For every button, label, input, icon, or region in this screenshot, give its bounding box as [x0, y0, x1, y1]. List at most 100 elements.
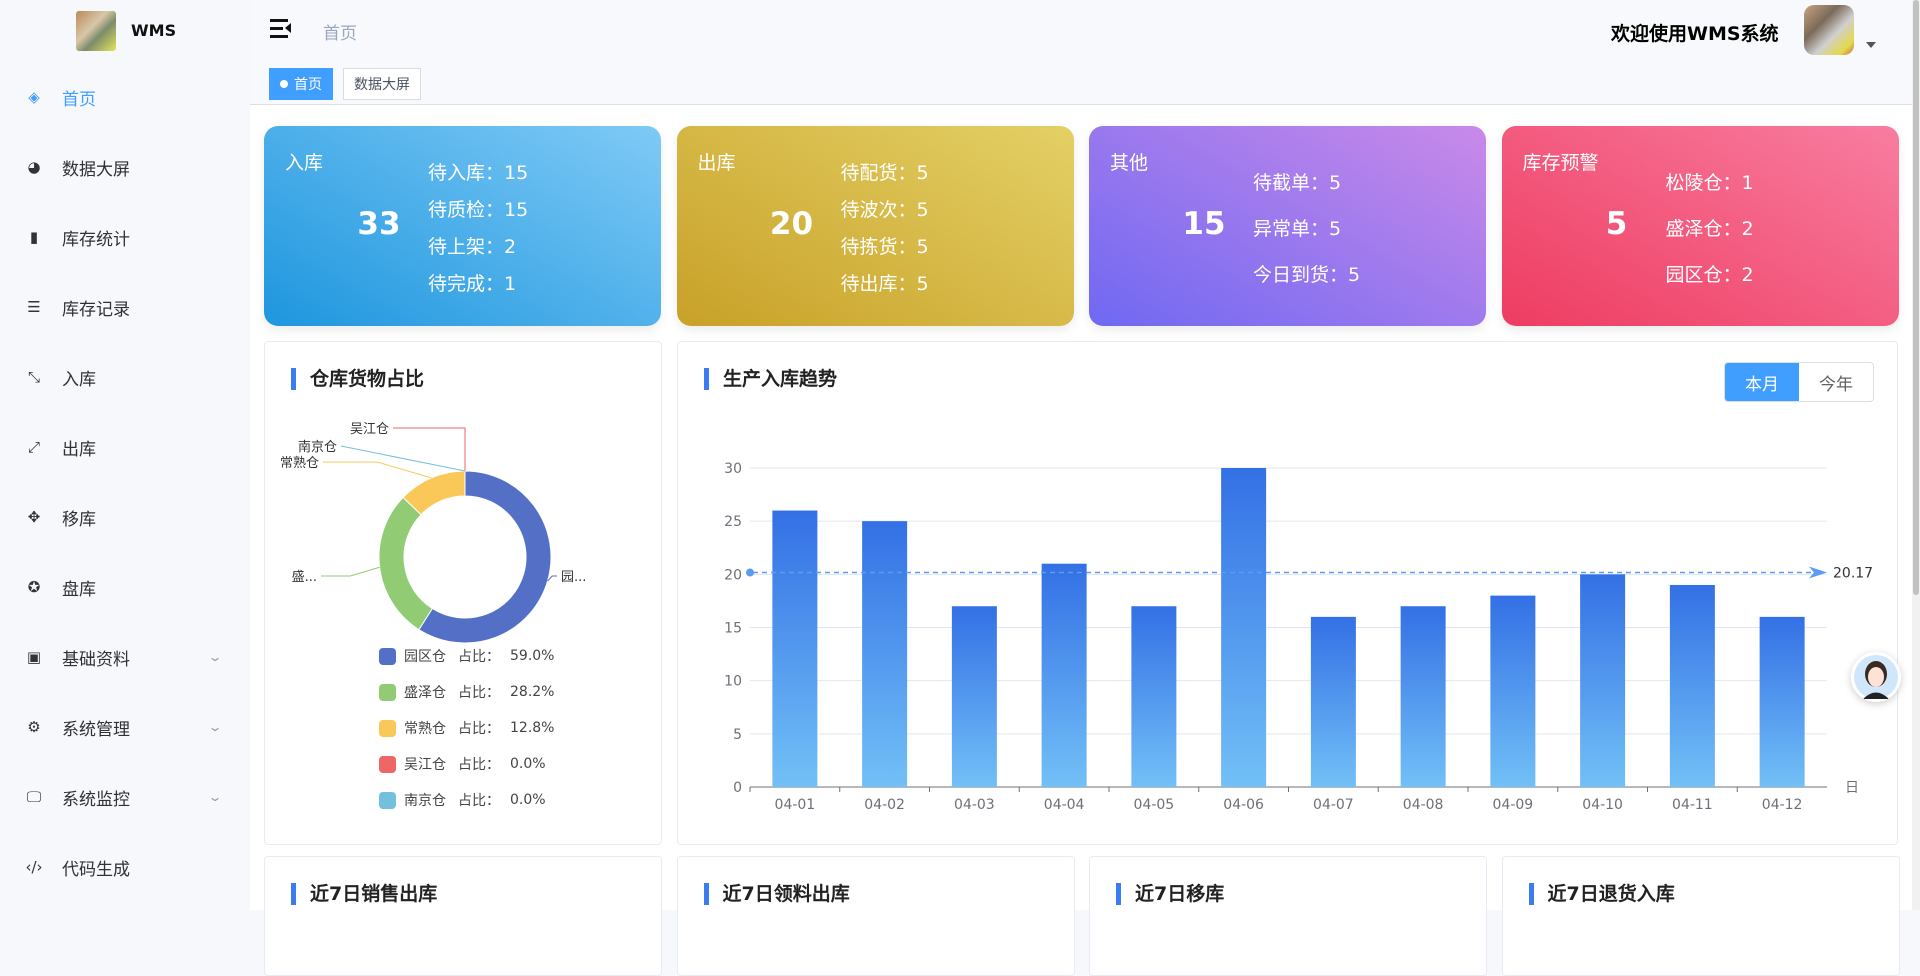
y-tick-label: 25	[724, 514, 742, 530]
x-tick-label: 04-07	[1313, 797, 1354, 813]
legend-swatch	[379, 719, 396, 737]
card-item: 待完成：1	[428, 273, 517, 295]
x-tick-label: 04-10	[1582, 797, 1623, 813]
bottom-panel-0: 近7日销售出库	[264, 856, 662, 976]
x-tick-label: 04-11	[1672, 797, 1713, 813]
move-icon: ✥	[27, 508, 41, 526]
pie-label: 吴江仓	[350, 422, 389, 437]
x-tick-label: 04-06	[1223, 797, 1264, 813]
card-item: 待上架：2	[428, 236, 517, 258]
x-tick-label: 04-01	[775, 797, 816, 813]
legend-name: 园区仓	[404, 649, 446, 665]
sidebar-item-7[interactable]: ✪ 盘库	[0, 552, 250, 622]
sidebar-item-0[interactable]: ◈ 首页	[0, 62, 250, 132]
x-tick-label: 04-08	[1403, 797, 1444, 813]
sidebar-item-2[interactable]: ▮ 库存统计	[0, 202, 250, 272]
legend-item[interactable]: 盛泽仓 占比： 28.2%	[379, 682, 554, 702]
sidebar-item-1[interactable]: ◕ 数据大屏	[0, 132, 250, 202]
this-month-button[interactable]: 本月	[1725, 363, 1799, 401]
y-tick-label: 30	[724, 461, 742, 477]
expand-icon: ⤢	[27, 438, 40, 456]
active-dot-icon	[280, 80, 288, 88]
pie-label: 盛...	[292, 570, 317, 585]
sidebar-item-6[interactable]: ✥ 移库	[0, 482, 250, 552]
tag-dashboard[interactable]: 数据大屏	[343, 68, 421, 100]
chevron-down-icon: ⌄	[207, 720, 223, 734]
card-item: 今日到货：5	[1253, 264, 1361, 286]
assistant-avatar[interactable]	[1851, 652, 1901, 702]
card-title: 入库	[285, 152, 324, 174]
y-tick-label: 0	[733, 780, 742, 796]
collapse-menu-icon[interactable]	[270, 18, 292, 38]
bottom-panel-3: 近7日退货入库	[1501, 856, 1900, 976]
card-total: 15	[1182, 206, 1226, 242]
excel-icon: ▣	[26, 648, 42, 666]
card-total: 20	[769, 206, 814, 242]
card-title: 库存预警	[1522, 152, 1599, 174]
bar[interactable]	[951, 606, 997, 787]
bar[interactable]	[1221, 468, 1267, 787]
shrink-icon: ⤡	[27, 368, 40, 386]
legend-pct: 59.0%	[510, 648, 555, 664]
bar[interactable]	[772, 510, 818, 787]
sidebar-item-label: 盘库	[62, 579, 96, 600]
legend-name: 南京仓	[404, 793, 446, 809]
aperture-icon: ✪	[27, 578, 41, 596]
sidebar-item-label: 库存统计	[62, 229, 130, 250]
legend-item[interactable]: 常熟仓 占比： 12.8%	[379, 718, 554, 738]
bar[interactable]	[1041, 563, 1087, 787]
bar[interactable]	[1490, 595, 1536, 787]
summary-card-1: 出库 20 待配货：5 待波次：5 待拣货：5 待出库：5	[676, 126, 1074, 326]
tag-label: 数据大屏	[354, 77, 410, 93]
sidebar-item-8[interactable]: ▣ 基础资料 ⌄	[0, 622, 250, 692]
this-year-button[interactable]: 今年	[1819, 374, 1853, 395]
sidebar-item-11[interactable]: ‹/› 代码生成	[0, 832, 250, 902]
assistant-face-icon	[1854, 655, 1898, 699]
y-tick-label: 10	[724, 674, 742, 690]
period-toggle: 本月 今年	[1724, 362, 1874, 402]
chevron-down-icon: ⌄	[207, 650, 223, 664]
legend-name: 盛泽仓	[404, 685, 446, 701]
page-scrollbar[interactable]	[1912, 0, 1920, 910]
legend-item[interactable]: 吴江仓 占比： 0.0%	[379, 754, 546, 774]
panel-title: 仓库货物占比	[291, 368, 424, 390]
bar[interactable]	[1669, 584, 1715, 787]
sidebar-item-label: 出库	[62, 439, 96, 460]
pie-slice[interactable]	[418, 470, 552, 644]
legend-pct: 28.2%	[510, 684, 555, 700]
pie-label-line	[393, 427, 466, 471]
bar[interactable]	[1131, 606, 1177, 787]
legend-item[interactable]: 南京仓 占比： 0.0%	[379, 790, 546, 810]
sidebar-item-5[interactable]: ⤢ 出库	[0, 412, 250, 482]
caret-down-icon[interactable]	[1866, 42, 1876, 48]
breadcrumb: 首页	[323, 24, 357, 44]
card-item: 待质检：15	[428, 199, 529, 221]
bar[interactable]	[1759, 616, 1805, 787]
card-item: 待出库：5	[840, 273, 929, 295]
sidebar-item-label: 代码生成	[62, 859, 130, 880]
card-item: 松陵仓：1	[1665, 172, 1754, 194]
bar[interactable]	[862, 521, 908, 787]
sidebar-item-9[interactable]: ⚙ 系统管理 ⌄	[0, 692, 250, 762]
legend-pct: 0.0%	[510, 792, 546, 808]
sidebar-item-3[interactable]: ☰ 库存记录	[0, 272, 250, 342]
bar[interactable]	[1310, 616, 1356, 787]
bar[interactable]	[1580, 574, 1626, 787]
legend-item[interactable]: 园区仓 占比： 59.0%	[379, 646, 554, 666]
tag-home[interactable]: 首页	[269, 68, 333, 100]
pie-slice[interactable]	[378, 496, 434, 631]
user-avatar[interactable]	[1804, 5, 1854, 55]
card-item: 盛泽仓：2	[1665, 218, 1754, 240]
x-tick-label: 04-09	[1493, 797, 1534, 813]
sidebar-item-4[interactable]: ⤡ 入库	[0, 342, 250, 412]
summary-card-2: 其他 15 待截单：5 异常单：5 今日到货：5	[1089, 126, 1486, 326]
scrollbar-thumb[interactable]	[1913, 0, 1919, 595]
arrow-right-icon	[1809, 566, 1827, 579]
average-line-label: 20.17	[1833, 566, 1873, 582]
bottom-panel-1: 近7日领料出库	[676, 856, 1075, 976]
bar[interactable]	[1400, 606, 1446, 787]
sidebar-item-10[interactable]: 🖵 系统监控 ⌄	[0, 762, 250, 832]
pie-slice[interactable]	[402, 470, 466, 516]
tags-view: 首页 数据大屏	[250, 62, 1912, 105]
